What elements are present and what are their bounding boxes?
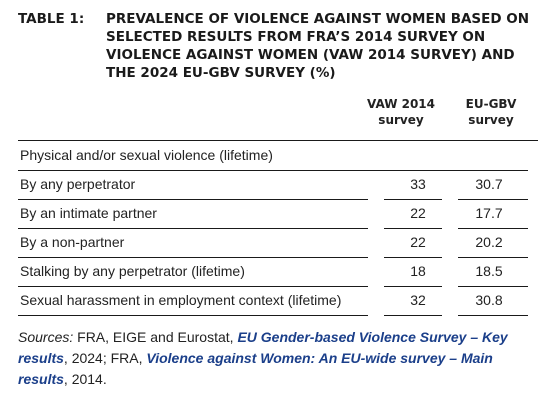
row-divider — [18, 170, 528, 171]
sources-text: FRA, EIGE and Eurostat, — [73, 329, 238, 345]
table-number: TABLE 1: — [18, 11, 85, 27]
row-divider — [384, 199, 442, 200]
row-divider — [18, 315, 368, 316]
source-link-eu-gbv-survey[interactable]: EU Gender-based Violence Survey – Key re… — [18, 329, 508, 366]
row-divider — [458, 257, 528, 258]
row-divider — [384, 228, 442, 229]
row-divider — [18, 286, 368, 287]
vaw-2014-value: 22 — [410, 205, 426, 221]
row-divider — [384, 315, 442, 316]
sources-prefix: Sources: — [18, 329, 74, 345]
table-row: Stalking by any perpetrator (lifetime) 1… — [18, 258, 538, 287]
row-divider — [458, 228, 528, 229]
row-label: By an intimate partner — [20, 205, 157, 221]
table-title: PREVALENCE OF VIOLENCE AGAINST WOMEN BAS… — [106, 11, 530, 81]
row-divider — [458, 286, 528, 287]
row-divider — [18, 228, 368, 229]
column-header-eu-gbv: EU-GBV survey — [465, 97, 517, 127]
sources-text: , 2014. — [63, 371, 107, 387]
eu-gbv-value: 18.5 — [475, 263, 503, 279]
header-rule — [18, 140, 538, 141]
row-divider — [384, 286, 442, 287]
table-row: Sexual harassment in employment context … — [18, 287, 538, 316]
sources-text: , 2024; FRA, — [63, 350, 147, 366]
row-label: By a non-partner — [20, 234, 125, 250]
row-divider — [384, 257, 442, 258]
table-row: By a non-partner 22 20.2 — [18, 229, 538, 258]
row-label: Stalking by any perpetrator (lifetime) — [20, 263, 245, 279]
table-row: By an intimate partner 22 17.7 — [18, 200, 538, 229]
column-header-vaw-2014: VAW 2014 survey — [366, 97, 436, 127]
table-row: Physical and/or sexual violence (lifetim… — [18, 142, 538, 171]
source-link-vaw-survey[interactable]: Violence against Women: An EU-wide surve… — [18, 350, 493, 387]
row-divider — [458, 315, 528, 316]
table-header: VAW 2014 survey EU-GBV survey — [18, 96, 538, 140]
vaw-2014-value: 33 — [410, 176, 426, 192]
row-divider — [18, 257, 368, 258]
vaw-2014-value: 18 — [410, 263, 426, 279]
row-divider — [458, 199, 528, 200]
eu-gbv-value: 30.7 — [475, 176, 503, 192]
eu-gbv-value: 30.8 — [475, 292, 503, 308]
row-label: Physical and/or sexual violence (lifetim… — [20, 147, 273, 163]
eu-gbv-value: 20.2 — [475, 234, 503, 250]
row-label: Sexual harassment in employment context … — [20, 292, 342, 308]
row-divider — [18, 199, 368, 200]
row-label: By any perpetrator — [20, 176, 136, 192]
vaw-2014-value: 22 — [410, 234, 426, 250]
eu-gbv-value: 17.7 — [475, 205, 503, 221]
vaw-2014-value: 32 — [410, 292, 426, 308]
sources-note: Sources: FRA, EIGE and Eurostat, EU Gend… — [18, 327, 543, 390]
table-row: By any perpetrator 33 30.7 — [18, 171, 538, 200]
